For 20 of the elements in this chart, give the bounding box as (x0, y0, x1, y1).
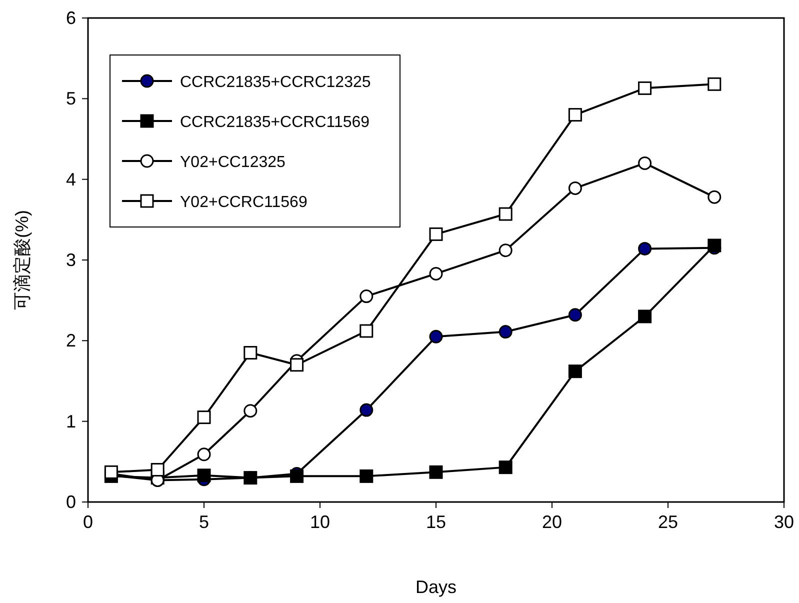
x-tick-label: 30 (774, 512, 794, 532)
x-tick-label: 15 (426, 512, 446, 532)
x-tick-label: 10 (310, 512, 330, 532)
legend-label: CCRC21835+CCRC12325 (180, 74, 371, 91)
y-tick-label: 0 (66, 492, 76, 512)
x-tick-label: 25 (658, 512, 678, 532)
y-axis-title: 可滴定酸(%) (12, 210, 32, 310)
y-tick-label: 4 (66, 169, 76, 190)
legend-label: Y02+CCRC11569 (180, 194, 308, 211)
y-tick-label: 2 (66, 330, 76, 351)
y-tick-label: 5 (66, 88, 76, 109)
x-tick-label: 5 (198, 512, 210, 532)
legend-label: CCRC21835+CCRC11569 (180, 114, 370, 131)
x-axis-title: Days (415, 577, 457, 597)
legend-label: Y02+CC12325 (180, 154, 286, 171)
y-tick-label: 3 (66, 250, 76, 270)
y-tick-label: 1 (66, 411, 76, 432)
x-tick-label: 0 (82, 512, 94, 532)
x-tick-label: 20 (542, 512, 562, 532)
y-tick-label: 6 (66, 8, 76, 28)
